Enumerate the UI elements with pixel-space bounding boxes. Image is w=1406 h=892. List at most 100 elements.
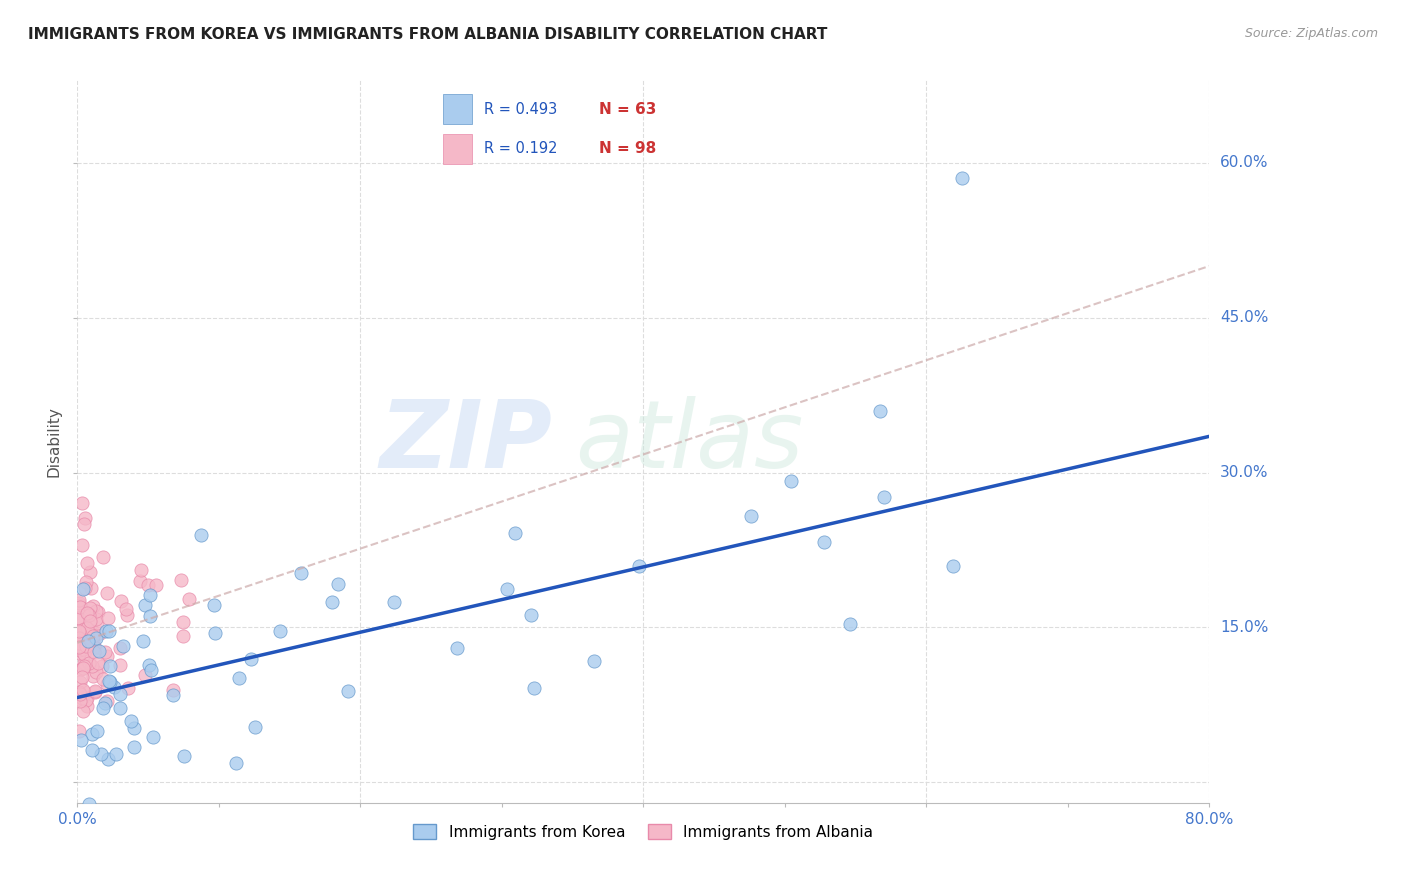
Point [111,639,134,653]
Point [97,673,120,688]
Point [70,693,93,707]
Point [79,615,101,629]
Point [80,620,103,634]
Point [75,693,97,707]
Point [96,694,118,708]
Point [98,658,121,673]
Point [84,684,107,698]
Point [89,644,111,658]
Point [70,691,93,706]
Point [86,615,108,630]
Point [628,559,651,574]
Point [91,672,114,686]
Point [779,474,801,488]
Point [202,598,225,612]
Point [134,668,156,682]
Point [80,659,103,673]
Point [67,631,90,645]
Point [94,696,117,710]
Text: 30.0%: 30.0% [1220,465,1268,480]
Point [104,747,127,761]
Point [73,685,96,699]
Point [110,640,132,655]
Point [80,743,103,757]
Point [173,748,195,763]
Point [76,691,98,706]
Point [80,631,103,645]
Point [82,634,104,648]
Point [172,615,194,630]
Point [89,625,111,640]
Point [67,596,90,610]
Point [69,600,91,615]
Point [77,607,100,622]
Point [67,640,90,655]
Point [79,565,101,579]
Point [67,646,90,660]
Point [67,611,90,625]
Point [67,640,90,654]
Point [115,602,138,616]
Point [72,622,94,636]
Point [67,625,90,640]
Point [79,601,101,615]
Point [67,624,90,638]
Point [243,720,266,734]
Point [86,631,108,645]
Point [813,535,835,549]
Point [67,643,90,657]
Point [73,581,96,595]
Point [145,578,167,592]
Point [72,682,94,697]
Point [83,640,105,655]
Point [177,592,200,607]
Point [110,701,132,715]
Point [83,684,105,698]
Point [446,640,468,655]
Point [70,538,93,552]
Point [239,652,262,666]
Point [73,657,96,671]
Point [523,681,546,696]
Point [80,581,103,595]
Point [72,661,94,675]
Point [69,732,91,747]
Point [70,670,93,684]
Point [97,752,120,766]
Point [98,674,121,689]
Point [86,665,108,680]
Point [134,598,156,612]
Point [496,582,519,596]
Point [204,625,226,640]
Point [190,528,212,542]
Point [94,624,117,638]
Point [384,595,406,609]
Point [76,621,98,635]
Point [138,657,160,672]
Point [82,630,104,644]
Point [97,610,120,624]
Point [84,603,107,617]
Point [520,607,543,622]
Point [129,563,152,577]
Point [103,680,125,694]
Point [82,599,104,614]
Point [162,688,184,702]
Point [96,586,118,600]
Point [67,592,90,607]
Point [84,611,107,625]
Point [73,647,96,661]
Point [79,616,101,631]
Point [90,747,112,761]
Point [70,662,93,676]
Point [141,663,163,677]
Point [69,675,91,690]
Point [321,595,343,609]
Text: ZIP: ZIP [380,395,553,488]
Point [91,701,114,715]
Point [139,608,162,623]
Point [942,559,965,574]
Text: IMMIGRANTS FROM KOREA VS IMMIGRANTS FROM ALBANIA DISABILITY CORRELATION CHART: IMMIGRANTS FROM KOREA VS IMMIGRANTS FROM… [28,27,828,42]
Point [79,656,101,670]
Legend: Immigrants from Korea, Immigrants from Albania: Immigrants from Korea, Immigrants from A… [408,818,879,846]
